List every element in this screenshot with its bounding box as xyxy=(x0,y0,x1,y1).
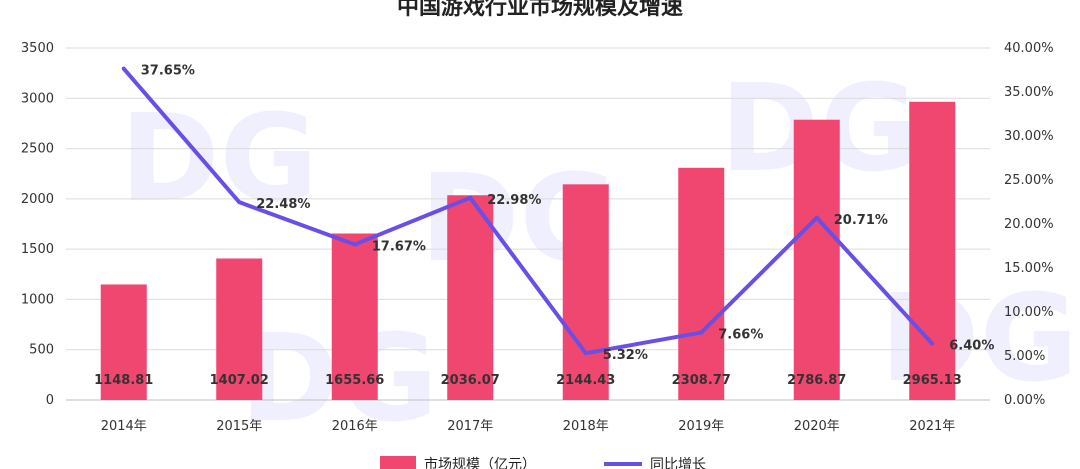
bar xyxy=(216,258,263,400)
left-tick-label: 1000 xyxy=(21,292,54,307)
right-tick-label: 20.00% xyxy=(1004,217,1054,232)
line-point xyxy=(121,66,126,71)
line-point xyxy=(930,341,935,346)
data-labels: 1148.81 1407.02 1655.66 2036.07 2144.43 2308.… xyxy=(94,64,994,388)
x-tick-label: 2021年 xyxy=(909,419,955,434)
left-tick-label: 2000 xyxy=(21,192,54,207)
left-axis: 0 500 1000 1500 2000 2500 3000 3500 xyxy=(21,41,54,408)
growth-line xyxy=(122,67,934,356)
x-tick-label: 2015年 xyxy=(216,419,262,434)
line-value-label: 20.71% xyxy=(834,213,888,228)
right-tick-label: 30.00% xyxy=(1004,129,1054,144)
svg-text:DG: DG xyxy=(120,90,318,229)
chart-title: 中国游戏行业市场规模及增速 xyxy=(397,0,683,20)
right-axis: 0.00% 5.00% 10.00% 15.00% 20.00% 25.00% 30.00%… xyxy=(1004,41,1054,408)
left-tick-label: 500 xyxy=(29,343,54,358)
x-tick-label: 2020年 xyxy=(794,419,840,434)
x-tick-label: 2017年 xyxy=(447,419,493,434)
line-point xyxy=(699,330,704,335)
bar-value-label: 2965.13 xyxy=(903,373,962,388)
line-point xyxy=(583,351,588,356)
bar xyxy=(678,167,725,400)
x-tick-label: 2019年 xyxy=(678,419,724,434)
right-tick-label: 15.00% xyxy=(1004,261,1054,276)
bar xyxy=(562,184,609,400)
bar-value-label: 1407.02 xyxy=(210,373,269,388)
legend: 市场规模（亿元） 同比增长 xyxy=(380,456,706,469)
legend-label-line: 同比增长 xyxy=(650,457,706,469)
bar xyxy=(909,101,956,401)
left-tick-label: 1500 xyxy=(21,242,54,257)
line-value-label: 22.48% xyxy=(256,197,310,212)
line-value-label: 6.40% xyxy=(949,339,994,354)
line-series xyxy=(121,66,935,356)
line-point xyxy=(814,215,819,220)
bar-value-label: 2036.07 xyxy=(441,373,500,388)
legend-swatch-bars xyxy=(380,456,416,469)
bar-value-label: 1655.66 xyxy=(325,373,384,388)
right-tick-label: 0.00% xyxy=(1004,393,1045,408)
line-point xyxy=(352,242,357,247)
line-value-label: 37.65% xyxy=(141,64,195,79)
left-tick-label: 0 xyxy=(46,393,54,408)
bar-value-label: 2144.43 xyxy=(556,373,615,388)
left-tick-label: 2500 xyxy=(21,142,54,157)
bar xyxy=(793,119,840,400)
bar xyxy=(447,195,494,400)
left-tick-label: 3000 xyxy=(21,91,54,106)
line-value-label: 7.66% xyxy=(718,328,763,343)
x-tick-label: 2014年 xyxy=(101,419,147,434)
right-tick-label: 5.00% xyxy=(1004,349,1045,364)
bar-series xyxy=(100,101,956,401)
line-value-label: 22.98% xyxy=(487,193,541,208)
x-tick-label: 2018年 xyxy=(563,419,609,434)
line-point xyxy=(468,195,473,200)
bar xyxy=(100,284,147,400)
right-tick-label: 40.00% xyxy=(1004,41,1054,56)
line-value-label: 5.32% xyxy=(603,348,648,363)
line-point xyxy=(237,200,242,205)
bar-value-label: 2786.87 xyxy=(787,373,846,388)
legend-label-bars: 市场规模（亿元） xyxy=(424,456,536,469)
right-tick-label: 25.00% xyxy=(1004,173,1054,188)
left-tick-label: 3500 xyxy=(21,41,54,56)
x-axis: 2014年 2015年 2016年 2017年 2018年 2019年 2020年 2021年 xyxy=(101,419,956,434)
right-tick-label: 10.00% xyxy=(1004,305,1054,320)
bar-value-label: 1148.81 xyxy=(94,373,153,388)
bar-value-label: 2308.77 xyxy=(672,373,731,388)
line-value-label: 17.67% xyxy=(372,240,426,255)
x-tick-label: 2016年 xyxy=(332,419,378,434)
right-tick-label: 35.00% xyxy=(1004,85,1054,100)
bar xyxy=(331,233,378,400)
